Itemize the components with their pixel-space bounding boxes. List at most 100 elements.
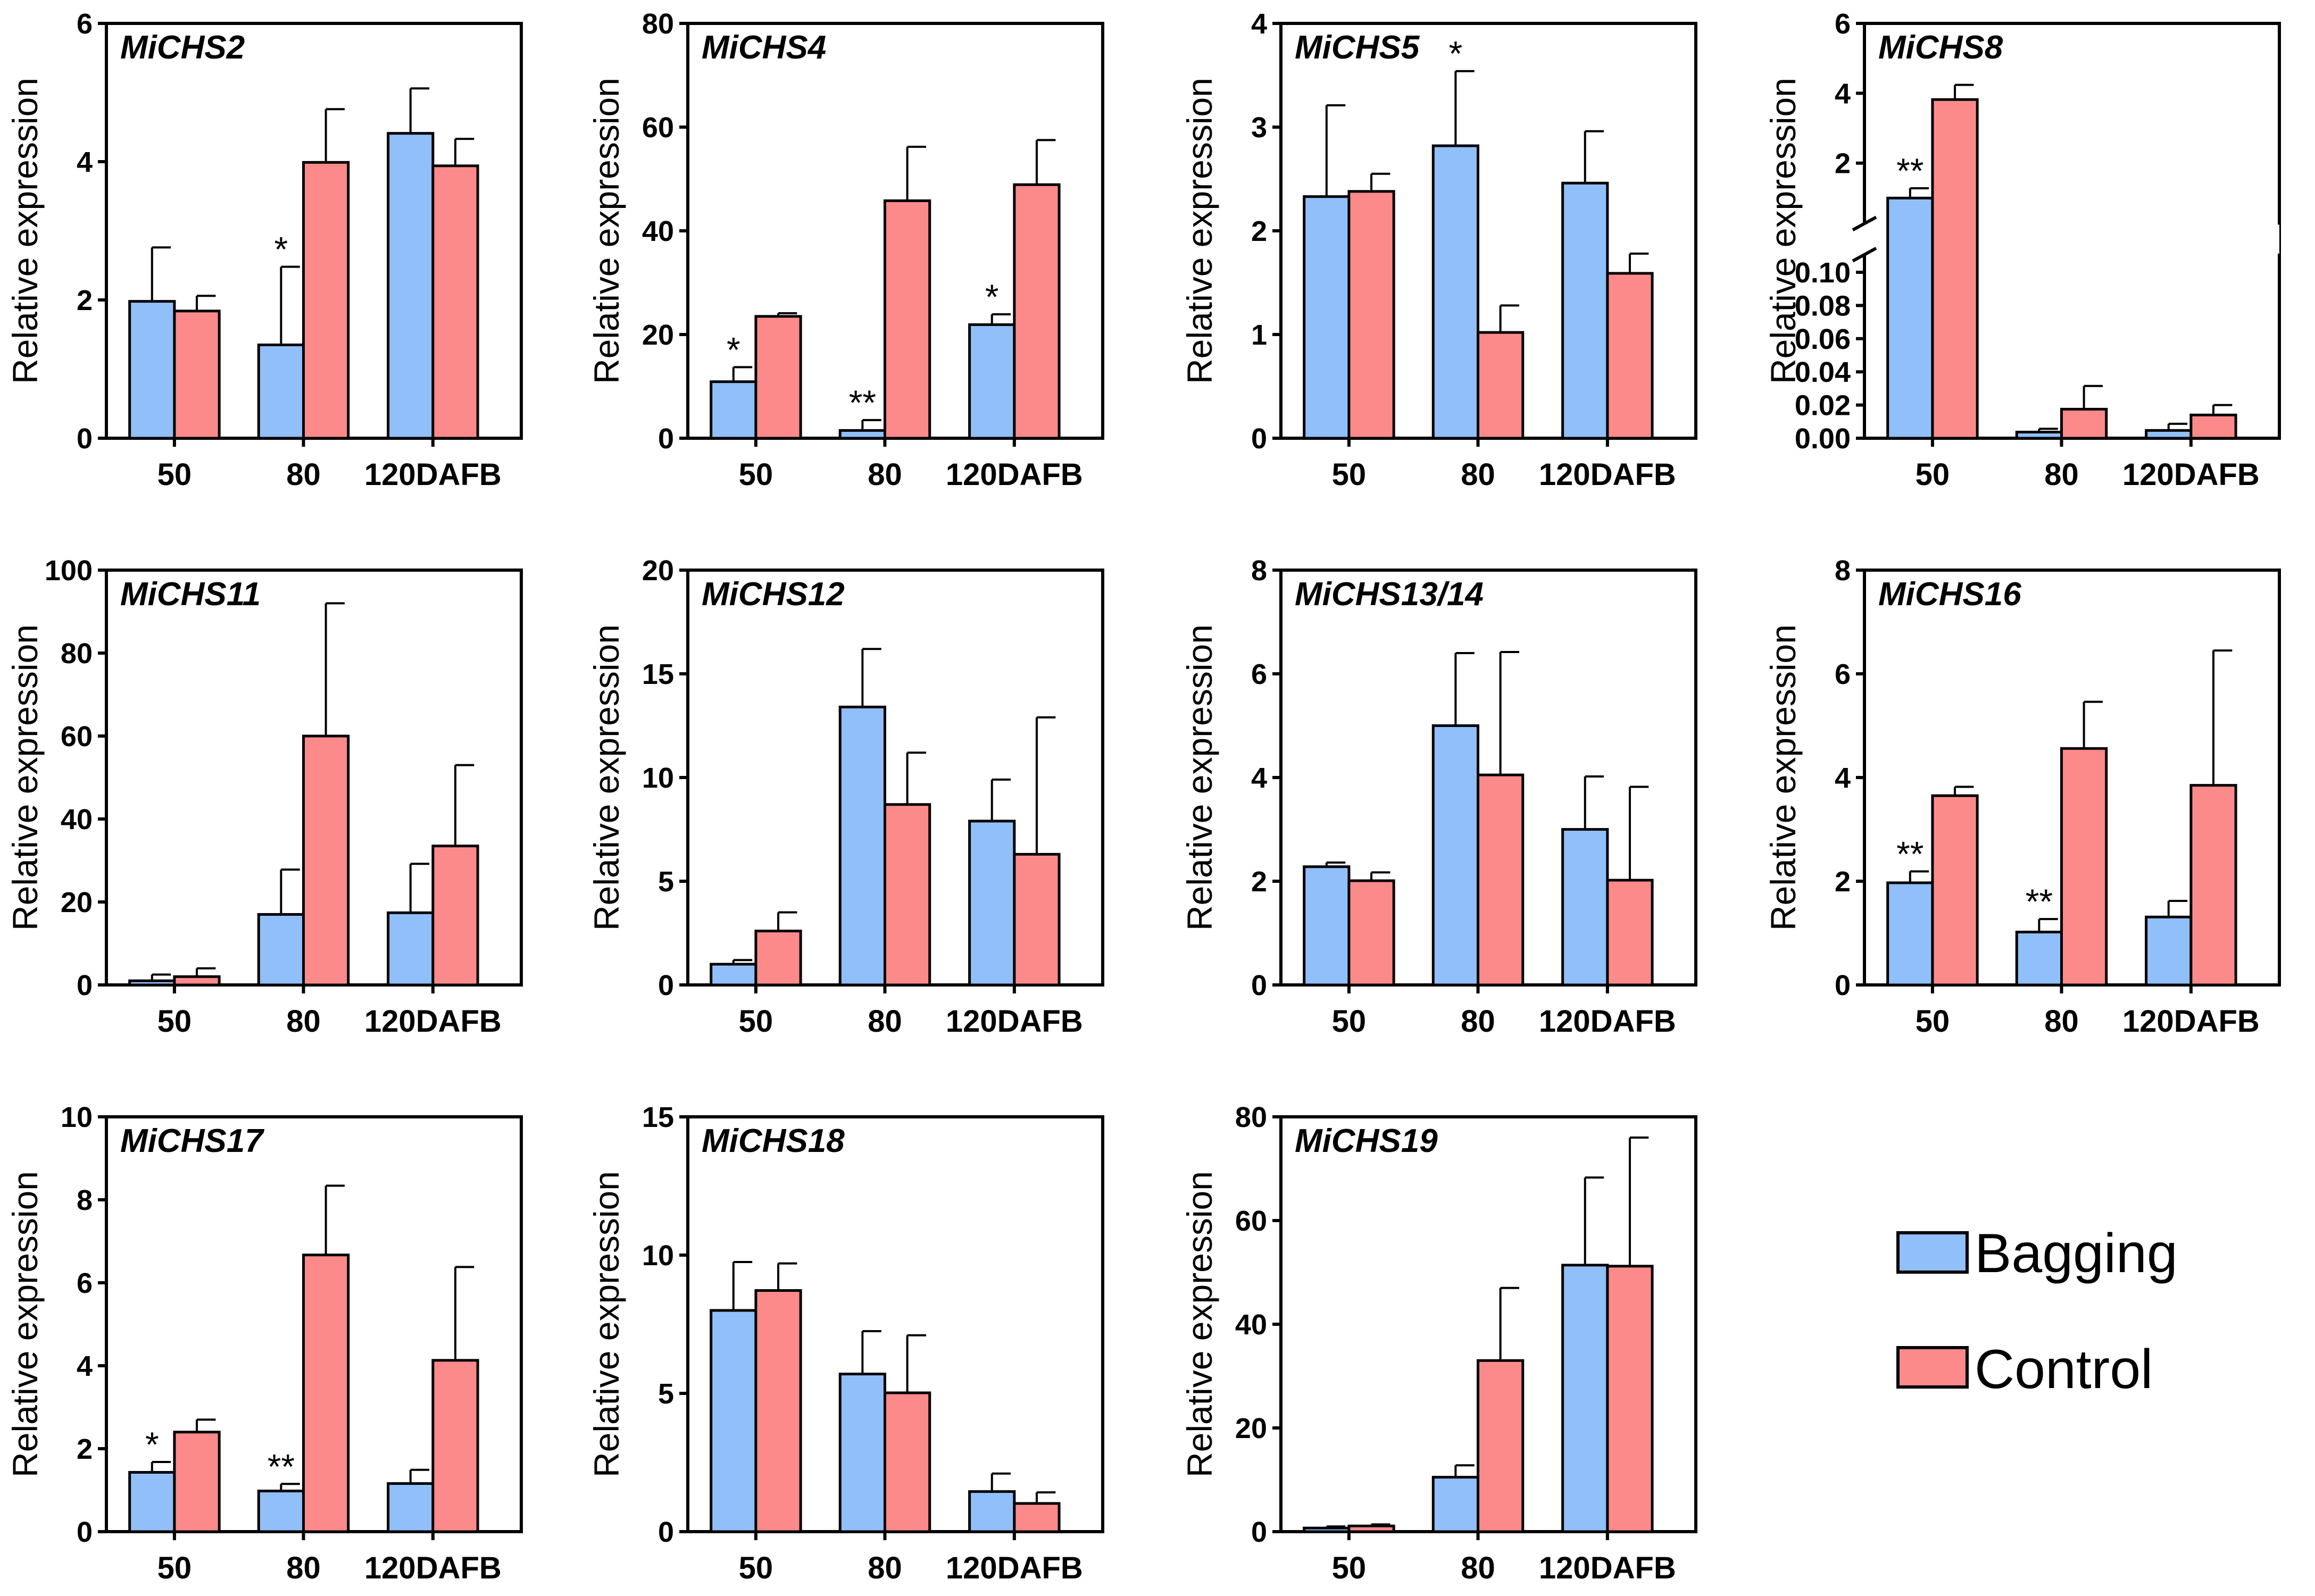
bar-bagging xyxy=(968,820,1016,987)
bar-control xyxy=(754,930,802,987)
legend-label-bagging: Bagging xyxy=(1975,1223,2178,1284)
x-tick-label: 120DAFB xyxy=(2122,1004,2260,1039)
x-tick-label: 80 xyxy=(868,1551,902,1585)
y-tick-label: 5 xyxy=(658,866,674,898)
y-tick-label: 0 xyxy=(1251,1516,1267,1548)
bar-bagging xyxy=(2015,430,2063,440)
y-axis-label: Relative expression xyxy=(1763,78,1803,384)
bar-bagging xyxy=(1561,181,1609,440)
chart-panel-michs13-14: 0 2 4 6 8 50 80 120DAFB MiCHS13/14 Relative expre… xyxy=(1180,555,1697,1039)
bar-bagging xyxy=(838,429,887,440)
x-tick-label: 50 xyxy=(1332,1551,1367,1585)
x-tick-label: 120DAFB xyxy=(946,457,1083,492)
bar-bagging xyxy=(2145,429,2193,440)
bar-bagging xyxy=(710,1309,757,1533)
panel-title: MiCHS8 xyxy=(1878,29,2003,66)
chart-panel-michs12: 0 5 10 15 20 50 80 120DAFB MiCHS12 Relative expre… xyxy=(587,555,1104,1039)
panel-title: MiCHS17 xyxy=(120,1123,264,1159)
bar-bagging xyxy=(710,963,757,987)
bar-bagging xyxy=(128,300,176,440)
bar-control xyxy=(2189,413,2237,440)
y-tick-label: 1 xyxy=(1251,319,1267,351)
y-tick-label: 20 xyxy=(61,887,93,918)
bar-control xyxy=(302,161,350,440)
y-tick-label: 6 xyxy=(1835,658,1851,690)
y-tick-label: 0 xyxy=(658,1516,674,1548)
x-tick-label: 80 xyxy=(1461,1004,1495,1039)
chart-panel-michs11: 0 20 40 60 80 100 50 80 120DAFB MiCHS11 Relative e… xyxy=(5,555,523,1039)
bar-control xyxy=(1347,879,1395,987)
bar-control xyxy=(1606,272,1654,440)
bar-bagging xyxy=(1303,865,1351,987)
y-axis-label: Relative expression xyxy=(5,1171,45,1477)
y-axis-label: Relative expression xyxy=(1180,78,1219,384)
bar-control xyxy=(173,310,221,440)
bar-control xyxy=(1931,98,1979,440)
x-tick-label: 120DAFB xyxy=(364,1551,502,1585)
bar-bagging xyxy=(968,1490,1016,1533)
bar-control xyxy=(754,1289,802,1533)
y-tick-label: 80 xyxy=(61,638,93,670)
x-tick-label: 50 xyxy=(157,1004,192,1039)
x-tick-label: 50 xyxy=(1916,457,1950,492)
significance-marker: * xyxy=(1449,34,1463,73)
panel-title: MiCHS5 xyxy=(1295,29,1420,66)
y-tick-label: 0 xyxy=(77,423,93,455)
bar-bagging xyxy=(387,132,435,440)
legend: Bagging Control xyxy=(1896,1223,2178,1400)
x-tick-label: 120DAFB xyxy=(946,1551,1083,1585)
y-tick-label: 2 xyxy=(1251,866,1267,898)
bar-bagging xyxy=(1431,724,1480,987)
y-tick-label: 0.04 xyxy=(1795,356,1851,388)
y-tick-label: 15 xyxy=(642,658,674,690)
x-tick-label: 50 xyxy=(157,1551,192,1585)
significance-marker: * xyxy=(727,330,740,369)
y-tick-label: 4 xyxy=(1251,8,1267,40)
panel-title: MiCHS19 xyxy=(1295,1123,1438,1159)
bar-bagging xyxy=(257,344,305,440)
y-tick-label: 8 xyxy=(1835,555,1851,587)
bar-bagging xyxy=(1561,828,1609,987)
panel-title: MiCHS12 xyxy=(702,576,845,613)
y-tick-label: 4 xyxy=(1835,78,1851,110)
y-tick-label: 20 xyxy=(1235,1413,1267,1444)
x-tick-label: 80 xyxy=(2044,457,2079,492)
y-tick-label: 60 xyxy=(1235,1205,1267,1237)
bar-bagging xyxy=(1886,196,1934,440)
y-tick-label: 0.10 xyxy=(1795,257,1851,289)
x-tick-label: 80 xyxy=(1461,1551,1495,1585)
x-tick-label: 80 xyxy=(286,1004,321,1039)
bar-control xyxy=(884,199,931,440)
y-tick-label: 10 xyxy=(61,1101,93,1133)
bar-control xyxy=(884,1391,931,1533)
y-tick-label: 2 xyxy=(1835,148,1851,180)
y-axis-label: Relative expression xyxy=(587,624,626,931)
y-tick-label: 15 xyxy=(642,1101,674,1133)
legend-swatch-bagging xyxy=(1896,1231,1969,1274)
bar-bagging xyxy=(1561,1264,1609,1533)
y-tick-label: 6 xyxy=(77,1267,93,1299)
bar-control xyxy=(173,1431,221,1533)
y-tick-label: 40 xyxy=(642,215,674,247)
significance-marker: ** xyxy=(2026,882,2053,921)
chart-panel-michs16: 0 2 4 6 8 ** 50 ** 80 120DAFB MiCHS16 Relative expr… xyxy=(1763,555,2281,1039)
x-tick-label: 120DAFB xyxy=(2122,457,2260,492)
bar-control xyxy=(431,1359,479,1533)
chart-panel-michs4: 0 20 40 60 80 * 50 ** 80 * 120DAFB MiCHS4 Relative e… xyxy=(587,8,1104,492)
bar-bagging xyxy=(128,1470,176,1533)
y-tick-label: 0 xyxy=(77,970,93,1001)
bar-bagging xyxy=(1431,144,1480,440)
x-tick-label: 50 xyxy=(739,1551,773,1585)
y-tick-label: 4 xyxy=(77,1350,93,1382)
bar-bagging xyxy=(1431,1476,1480,1533)
y-tick-label: 2 xyxy=(1835,866,1851,898)
bar-control xyxy=(1477,1359,1525,1533)
x-tick-label: 80 xyxy=(1461,457,1495,492)
bar-bagging xyxy=(838,1373,887,1533)
bar-bagging xyxy=(968,323,1016,440)
bar-bagging xyxy=(387,911,435,987)
axis-break-mark xyxy=(1852,215,1877,232)
y-tick-label: 0.02 xyxy=(1795,390,1851,422)
x-tick-label: 50 xyxy=(739,1004,773,1039)
